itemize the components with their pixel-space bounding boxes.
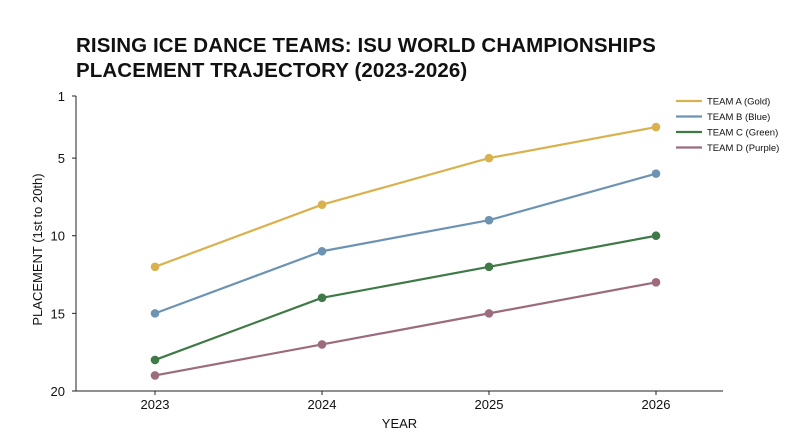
data-point — [484, 262, 494, 272]
legend-label: TEAM D (Purple) — [707, 143, 779, 154]
series-line — [154, 125, 657, 268]
y-tick-label: 20 — [51, 384, 65, 399]
y-tick-label: 10 — [51, 229, 65, 244]
series-line — [154, 281, 657, 377]
data-point — [317, 293, 327, 303]
data-point — [150, 355, 160, 365]
chart-title-line-2: PLACEMENT TRAJECTORY (2023-2026) — [76, 59, 468, 82]
y-tick-label: 15 — [51, 306, 65, 321]
data-point — [150, 371, 160, 380]
legend-entry: TEAM A (Gold) — [676, 97, 770, 108]
y-axis-title: PLACEMENT (1st to 20th) — [30, 173, 45, 325]
data-point — [317, 200, 327, 209]
legend-label: TEAM A (Gold) — [707, 97, 770, 108]
data-point — [317, 340, 327, 349]
data-point — [150, 309, 160, 318]
legend: TEAM A (Gold) TEAM B (Blue) TEAM C (Green)… — [676, 97, 779, 154]
legend-entry: TEAM B (Blue) — [676, 112, 770, 123]
legend-entry: TEAM C (Green) — [676, 128, 778, 139]
legend-entry: TEAM D (Purple) — [676, 143, 779, 154]
series-line — [154, 234, 657, 361]
data-point — [484, 309, 494, 318]
data-point — [150, 262, 160, 272]
x-tick-label: 2024 — [308, 397, 337, 412]
series-team-a-gold — [150, 122, 661, 272]
series-team-d-purple — [150, 278, 661, 380]
y-tick-label: 5 — [58, 151, 65, 166]
chart-title: RISING ICE DANCE TEAMS: ISU WORLD CHAMPI… — [76, 33, 656, 83]
y-tick-label: 1 — [58, 89, 65, 104]
data-point — [484, 153, 494, 163]
x-tick-label: 2025 — [475, 397, 504, 412]
legend-label: TEAM C (Green) — [707, 128, 778, 139]
x-axis-title: YEAR — [382, 416, 417, 431]
data-point — [651, 278, 661, 287]
series-layer — [150, 122, 661, 380]
legend-label: TEAM B (Blue) — [707, 112, 770, 123]
x-tick-label: 2023 — [141, 397, 170, 412]
chart-title-line-1: RISING ICE DANCE TEAMS: ISU WORLD CHAMPI… — [76, 34, 656, 57]
data-point — [651, 122, 661, 132]
series-team-b-blue — [150, 169, 661, 318]
x-tick-label: 2026 — [642, 397, 671, 412]
data-point — [317, 246, 327, 256]
data-point — [651, 169, 661, 178]
data-point — [651, 231, 661, 241]
series-line — [154, 172, 657, 315]
series-team-c-green — [150, 231, 661, 365]
data-point — [484, 215, 494, 225]
